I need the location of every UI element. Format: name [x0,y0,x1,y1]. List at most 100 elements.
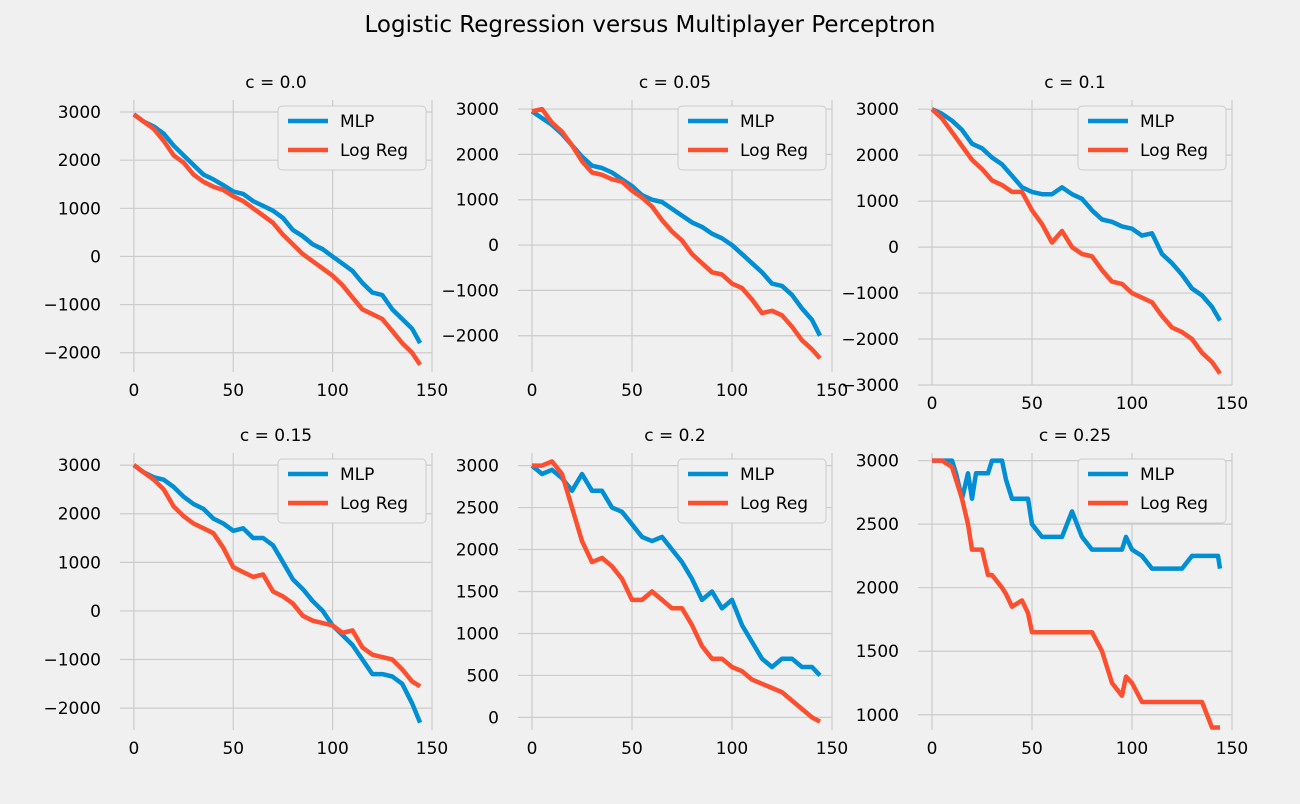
y-tick-label: 1000 [58,553,101,573]
y-tick-label: 3000 [456,100,499,120]
series-line-mlp [931,107,1222,322]
x-tick-label: 150 [416,381,448,401]
y-tick-label: 3000 [856,100,899,120]
y-tick-label: −1000 [841,284,899,304]
y-tick-label: 1500 [856,642,899,662]
x-tick-label: 50 [621,739,643,759]
legend-label: MLP [740,112,774,132]
y-tick-label: −2000 [841,330,899,350]
x-tick-label: 0 [128,381,139,401]
x-tick-label: 100 [316,739,348,759]
legend: MLP Log Reg [277,105,427,171]
series-line-mlp [132,112,423,345]
y-tick-label: 3000 [456,457,499,477]
y-tick-label: 2000 [456,145,499,165]
x-tick-label: 50 [222,381,244,401]
subplot-title: c = 0.25 [1039,426,1111,446]
legend: MLP Log Reg [277,458,427,524]
subplot-4: 0 50 100 150 −2000 −1000 0 1000 2000 3000 c = 0.15… [43,426,448,759]
x-tick-label: 100 [716,739,748,759]
x-tick-label: 0 [527,381,538,401]
y-tick-label: −2000 [43,344,101,364]
x-tick-label: 150 [816,739,848,759]
y-tick-label: −1000 [43,296,101,316]
y-tick-label: 3000 [856,452,899,472]
x-tick-label: 50 [621,381,643,401]
x-tick-label: 0 [927,394,938,414]
y-tick-label: 1000 [456,624,499,644]
y-tick-label: 2500 [856,515,899,535]
legend-label: MLP [340,465,374,485]
y-tick-label: −1000 [441,281,499,301]
x-tick-label: 100 [316,381,348,401]
y-tick-label: 0 [488,236,499,256]
legend: MLP Log Reg [1077,105,1227,171]
y-tick-label: 2000 [58,151,101,171]
series-line-log-reg [930,107,1222,375]
y-tick-label: 2500 [456,499,499,519]
series-line-log-reg [531,106,822,360]
series-line-log-reg [532,459,822,724]
y-tick-label: 3000 [58,456,101,476]
y-tick-label: 1000 [856,706,899,726]
x-tick-label: 0 [527,739,538,759]
y-tick-label: 1000 [856,192,899,212]
series-line-mlp [932,458,1223,571]
subplot-title: c = 0.05 [639,73,711,93]
y-tick-label: 1000 [456,191,499,211]
x-tick-label: 150 [816,381,848,401]
legend-label: Log Reg [1140,494,1208,514]
x-tick-label: 100 [1116,394,1148,414]
x-tick-label: 150 [1216,394,1248,414]
y-tick-label: 1500 [456,583,499,603]
legend-label: MLP [1140,465,1174,485]
legend-label: MLP [1140,112,1174,132]
subplot-title: c = 0.2 [644,426,705,446]
x-tick-label: 150 [1216,739,1248,759]
subplot-title: c = 0.1 [1044,73,1105,93]
x-tick-label: 150 [416,739,448,759]
subplot-2: 0 50 100 150 −2000 −1000 0 1000 2000 3000 c = 0.05… [441,73,848,401]
y-tick-label: −2000 [441,327,499,347]
y-tick-label: −2000 [43,699,101,719]
subplot-title: c = 0.0 [245,73,306,93]
y-tick-label: 2000 [856,579,899,599]
x-tick-label: 100 [1116,739,1148,759]
x-tick-label: 50 [222,739,244,759]
series-line-log-reg [932,458,1221,730]
x-tick-label: 0 [927,739,938,759]
series-line-log-reg [132,463,422,689]
subplot-3: 0 50 100 150 −3000 −2000 −1000 0 1000 2000 3000 c =… [841,73,1248,414]
legend-label: Log Reg [740,141,808,161]
legend-label: Log Reg [340,494,408,514]
subplot-1: 0 50 100 150 −2000 −1000 0 1000 2000 3000 c = 0.0 M… [43,73,448,401]
y-tick-label: −3000 [841,376,899,396]
y-tick-label: 2000 [58,505,101,525]
y-tick-label: 0 [488,708,499,728]
legend: MLP Log Reg [1077,458,1227,524]
y-tick-label: 3000 [58,103,101,123]
series-line-log-reg [132,112,422,367]
legend-label: Log Reg [1140,141,1208,161]
x-tick-label: 100 [716,381,748,401]
legend: MLP Log Reg [677,458,827,524]
x-tick-label: 50 [1021,739,1043,759]
y-tick-label: 1000 [58,199,101,219]
x-tick-label: 50 [1021,394,1043,414]
y-tick-label: 2000 [856,146,899,166]
series-line-mlp [530,463,822,677]
y-tick-label: 0 [90,247,101,267]
y-tick-label: −1000 [43,651,101,671]
legend-label: MLP [740,465,774,485]
y-tick-label: 500 [467,666,499,686]
y-tick-label: 0 [90,602,101,622]
legend: MLP Log Reg [677,105,827,171]
subplot-6: 0 50 100 150 1000 1500 2000 2500 3000 c = 0.25 MLP… [856,426,1248,759]
y-tick-label: 0 [888,238,899,258]
subplot-title: c = 0.15 [240,426,312,446]
legend-label: Log Reg [740,494,808,514]
y-tick-label: 2000 [456,541,499,561]
